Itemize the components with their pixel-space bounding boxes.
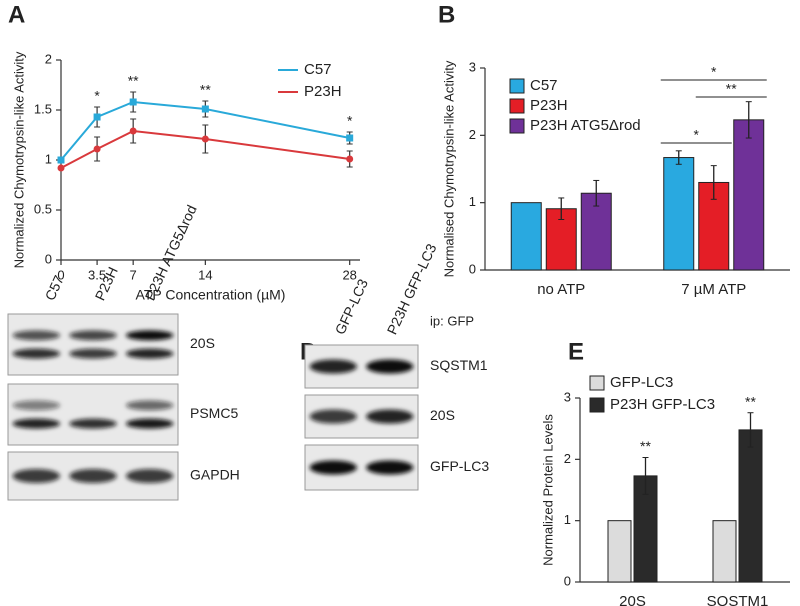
band-label: PSMC5 [190, 405, 238, 421]
marker [201, 105, 209, 113]
marker [57, 164, 65, 172]
panel-label: B [438, 1, 455, 28]
significance: * [694, 127, 700, 143]
legend-swatch [589, 397, 605, 413]
legend-swatch [509, 98, 525, 114]
legend-label: C57 [530, 77, 558, 94]
x-tick-label: 7 µM ATP [681, 281, 746, 298]
band [309, 460, 357, 475]
x-tick-label: 0 [57, 267, 64, 282]
y-tick-label: 1.5 [34, 101, 52, 116]
y-tick-label: 0 [45, 251, 52, 266]
x-tick-label: 7 [130, 267, 137, 282]
legend-swatch [509, 118, 525, 134]
band [12, 330, 61, 341]
legend-label: P23H [304, 83, 342, 100]
lane-label: GFP-LC3 [332, 276, 372, 337]
marker [346, 134, 354, 142]
y-tick-label: 2 [45, 51, 52, 66]
bar [712, 520, 737, 583]
y-tick-label: 3 [564, 389, 571, 404]
marker [57, 156, 65, 164]
significance: ** [745, 393, 756, 409]
band [125, 348, 174, 359]
band [12, 469, 61, 483]
band [125, 400, 174, 411]
bar [733, 119, 765, 271]
marker [93, 113, 101, 121]
y-tick-label: 0.5 [34, 201, 52, 216]
legend-label: P23H [530, 97, 568, 114]
y-tick-label: 2 [469, 127, 476, 142]
x-axis-title: ATP Concentration (µM) [136, 287, 286, 303]
significance: * [94, 88, 100, 104]
significance: ** [640, 438, 651, 454]
y-axis-title: Normalized Protein Levels [540, 414, 555, 566]
bar [607, 520, 632, 583]
band-label: 20S [430, 407, 455, 423]
y-axis-title: Normalized Chymotrypsin-like Activity [11, 51, 26, 268]
y-tick-label: 3 [469, 59, 476, 74]
band [309, 409, 357, 424]
legend-label: C57 [304, 61, 332, 78]
marker [93, 145, 101, 153]
x-tick-label: no ATP [537, 281, 585, 298]
marker [201, 135, 209, 143]
marker [129, 98, 137, 106]
panel-label: A [8, 1, 25, 28]
band [125, 330, 174, 341]
y-tick-label: 1 [45, 151, 52, 166]
legend-label: GFP-LC3 [610, 374, 673, 391]
band [12, 348, 61, 359]
band [309, 359, 357, 374]
band [366, 359, 414, 374]
x-tick-label: 14 [198, 267, 212, 282]
y-tick-label: 0 [564, 573, 571, 588]
band [12, 400, 61, 411]
bar [663, 157, 695, 271]
y-tick-label: 1 [564, 512, 571, 527]
legend-swatch [509, 78, 525, 94]
y-tick-label: 2 [564, 451, 571, 466]
legend-swatch [589, 375, 605, 391]
band [69, 348, 117, 359]
band [125, 418, 174, 429]
significance: * [347, 113, 353, 129]
band-label: SQSTM1 [430, 357, 488, 373]
legend-label: P23H GFP-LC3 [610, 396, 715, 413]
bar [510, 202, 542, 271]
band [69, 418, 117, 429]
blot [7, 383, 179, 446]
significance: ** [200, 82, 211, 98]
bar [738, 429, 763, 583]
significance: * [711, 64, 717, 80]
blot-note: ip: GFP [430, 313, 474, 328]
significance: ** [128, 73, 139, 89]
x-tick-label: 20S [619, 593, 646, 606]
legend-label: P23H ATG5Δrod [530, 117, 641, 134]
band [12, 418, 61, 429]
marker [346, 155, 354, 163]
band-label: 20S [190, 335, 215, 351]
panel-label: E [568, 338, 584, 365]
x-tick-label: 28 [342, 267, 356, 282]
band [125, 469, 174, 483]
band [366, 409, 414, 424]
marker [129, 127, 137, 135]
band [366, 460, 414, 475]
y-tick-label: 1 [469, 194, 476, 209]
y-axis-title: Normalised Chymotrypsin-like Activity [441, 60, 456, 277]
band [69, 330, 117, 341]
x-tick-label: SQSTM1 [707, 593, 769, 606]
y-tick-label: 0 [469, 261, 476, 276]
x-tick-label: 3.5 [88, 267, 106, 282]
band [69, 469, 117, 483]
band-label: GFP-LC3 [430, 458, 489, 474]
band-label: GAPDH [190, 467, 240, 483]
significance: ** [726, 81, 737, 97]
blot [7, 313, 179, 376]
